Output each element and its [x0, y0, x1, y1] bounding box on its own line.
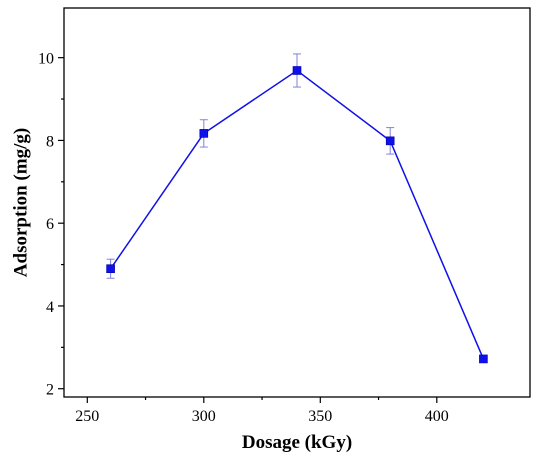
- x-tick-label-250: 250: [75, 408, 99, 425]
- series-layer: [106, 53, 488, 364]
- y-tick-label-4: 4: [46, 299, 54, 316]
- y-tick-label-2: 2: [46, 382, 54, 399]
- plot-frame: [63, 7, 531, 398]
- data-point: [292, 66, 302, 75]
- x-tick-label-400: 400: [425, 408, 449, 425]
- plot-area: [63, 7, 531, 398]
- data-point: [199, 129, 209, 138]
- data-point: [385, 136, 395, 146]
- y-axis-title: Adsorption (mg/g): [11, 128, 32, 277]
- x-tick-label-350: 350: [308, 408, 332, 425]
- y-tick-label-6: 6: [46, 216, 54, 233]
- series-line: [109, 69, 485, 360]
- data-point: [479, 354, 488, 364]
- data-point: [106, 264, 115, 274]
- axes: 250 300 350 400 2 4 6 8 10: [38, 51, 449, 425]
- series-0: [106, 53, 488, 364]
- y-tick-label-8: 8: [46, 133, 54, 150]
- x-tick-label-300: 300: [192, 408, 216, 425]
- y-tick-label-10: 10: [38, 51, 54, 68]
- x-axis-title: Dosage (kGy): [242, 432, 352, 453]
